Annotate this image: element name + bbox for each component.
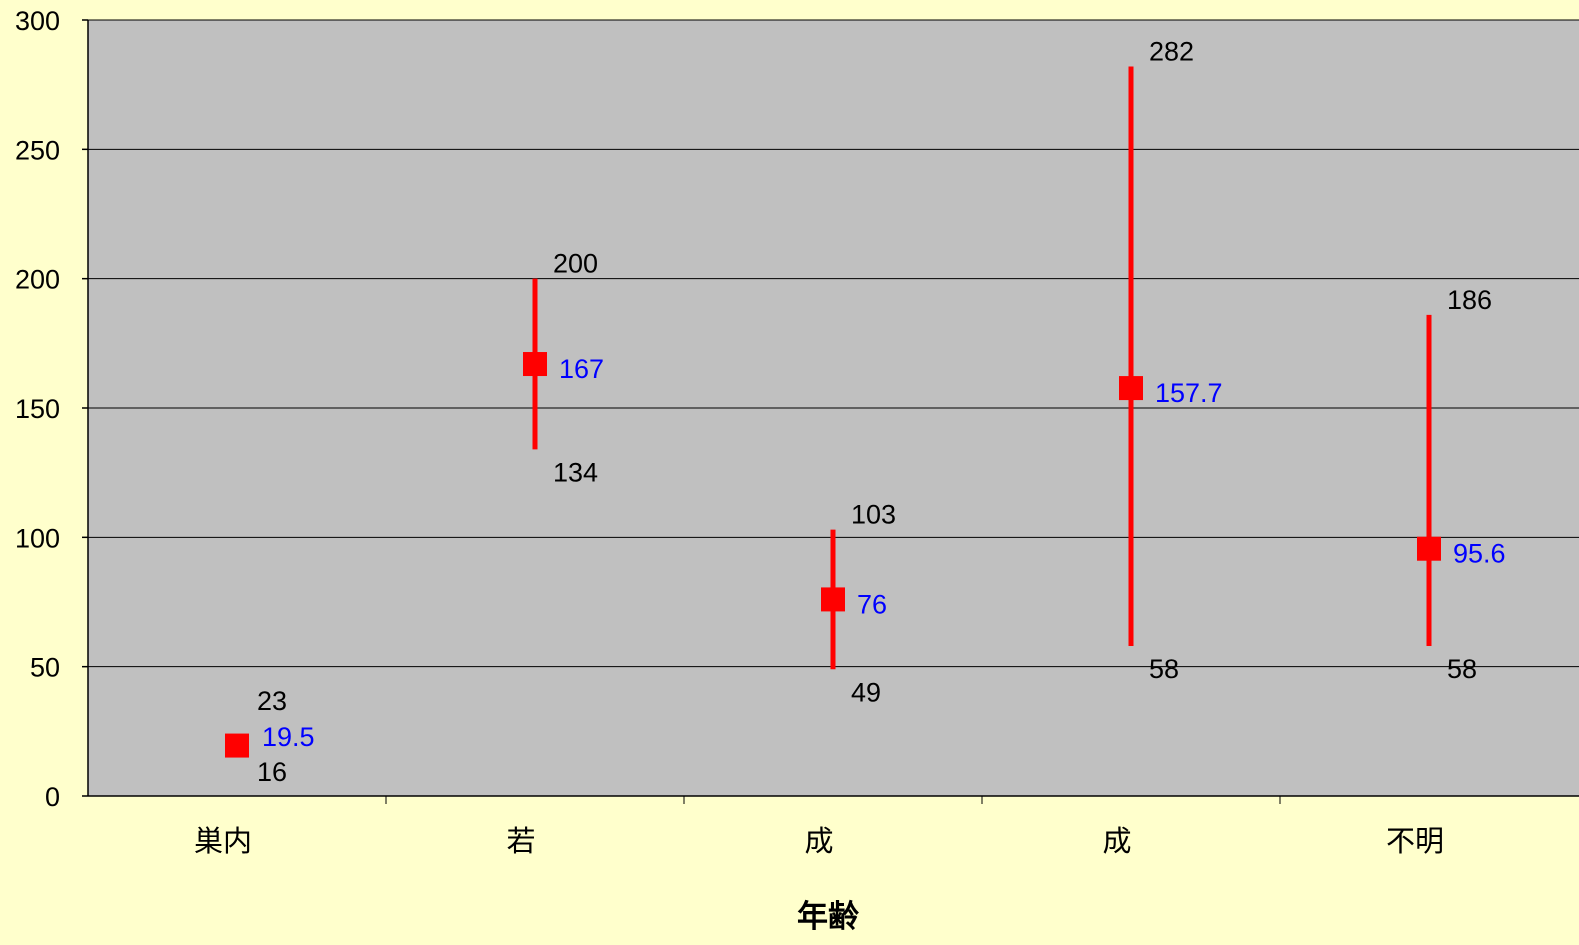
data-point-group: 23 16 19.5 bbox=[225, 686, 315, 787]
mean-label: 95.6 bbox=[1453, 539, 1506, 569]
min-label: 134 bbox=[553, 457, 598, 487]
min-label: 58 bbox=[1447, 654, 1477, 684]
axes bbox=[82, 19, 1579, 804]
mean-marker bbox=[821, 587, 845, 612]
min-label: 49 bbox=[851, 677, 881, 707]
y-tick-label: 200 bbox=[15, 265, 60, 295]
mean-marker bbox=[1119, 376, 1143, 401]
mean-label: 76 bbox=[857, 589, 887, 619]
data-point-group: 103 49 76 bbox=[821, 500, 896, 707]
max-label: 103 bbox=[851, 500, 896, 530]
mean-label: 167 bbox=[559, 354, 604, 384]
min-label: 58 bbox=[1149, 654, 1179, 684]
y-tick-label: 0 bbox=[45, 782, 60, 812]
max-label: 282 bbox=[1149, 37, 1194, 67]
y-tick-labels: 0 50 100 150 200 250 300 bbox=[15, 6, 60, 812]
max-label: 23 bbox=[257, 686, 287, 716]
mean-marker bbox=[1417, 536, 1441, 561]
x-tick-labels: 巣内 若 成 成 不明 bbox=[194, 824, 1444, 858]
max-label: 186 bbox=[1447, 285, 1492, 315]
data-point-group: 186 58 95.6 bbox=[1417, 285, 1506, 684]
y-tick-label: 300 bbox=[15, 6, 60, 36]
x-category-label: 不明 bbox=[1386, 824, 1444, 858]
data-point-group: 282 58 157.7 bbox=[1119, 37, 1223, 684]
x-category-label: 巣内 bbox=[194, 824, 252, 858]
x-category-label: 成 bbox=[1102, 824, 1131, 858]
series: 23 16 19.5 200 134 167 103 49 76 282 58 157.7 186 58 9… bbox=[225, 37, 1506, 787]
mean-marker bbox=[225, 733, 249, 758]
max-label: 200 bbox=[553, 249, 598, 279]
mean-label: 157.7 bbox=[1155, 378, 1223, 408]
mean-marker bbox=[523, 352, 547, 377]
y-tick-label: 50 bbox=[30, 653, 60, 683]
data-point-group: 200 134 167 bbox=[523, 249, 604, 487]
y-tick-label: 100 bbox=[15, 523, 60, 553]
mean-label: 19.5 bbox=[262, 722, 315, 752]
y-tick-label: 250 bbox=[15, 135, 60, 165]
x-category-label: 成 bbox=[804, 824, 833, 858]
min-label: 16 bbox=[257, 757, 287, 787]
x-axis-title: 年齢 bbox=[797, 899, 859, 935]
y-tick-label: 150 bbox=[15, 394, 60, 424]
x-category-label: 若 bbox=[506, 824, 535, 858]
